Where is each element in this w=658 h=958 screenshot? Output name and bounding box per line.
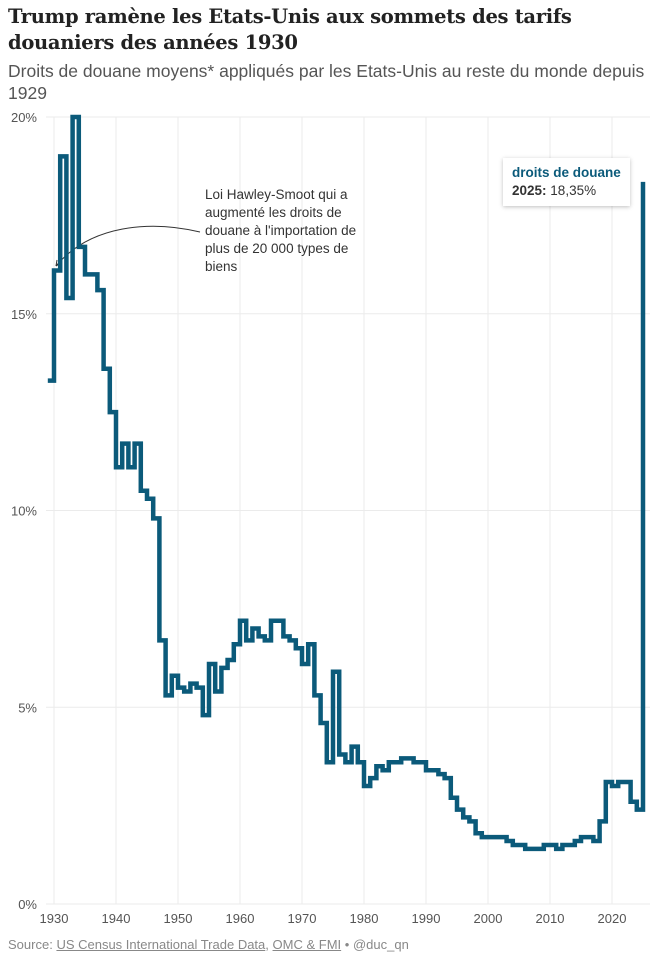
source-sep: , bbox=[265, 937, 269, 952]
tooltip-year: 2025: bbox=[512, 183, 547, 198]
x-tick-label: 1960 bbox=[226, 911, 255, 926]
x-tick-label: 1980 bbox=[350, 911, 379, 926]
chart-subtitle: Droits de douane moyens* appliqués par l… bbox=[8, 61, 645, 103]
x-tick-label: 2000 bbox=[474, 911, 503, 926]
x-tick-label: 1990 bbox=[412, 911, 441, 926]
source-link-census[interactable]: US Census International Trade Data bbox=[56, 937, 266, 952]
y-tick-label: 20% bbox=[11, 110, 37, 125]
source-line: Source: US Census International Trade Da… bbox=[8, 937, 409, 952]
tooltip: droits de douane 2025: 18,35% bbox=[503, 158, 630, 206]
x-tick-label: 2010 bbox=[536, 911, 565, 926]
y-axis-labels: 0% 5% 10% 15% 20% bbox=[11, 110, 37, 912]
y-tick-label: 0% bbox=[18, 897, 37, 912]
source-label: Source: bbox=[8, 937, 53, 952]
source-link-omc-fmi[interactable]: OMC & FMI bbox=[272, 937, 342, 952]
y-tick-label: 10% bbox=[11, 504, 37, 519]
x-tick-label: 1930 bbox=[40, 911, 69, 926]
x-tick-label: 1970 bbox=[288, 911, 317, 926]
x-axis-labels: 1930 1940 1950 1960 1970 1980 1990 2000 2010 2020 bbox=[40, 911, 627, 926]
x-tick-label: 2020 bbox=[598, 911, 627, 926]
y-tick-label: 15% bbox=[11, 307, 37, 322]
annotation-hawley-smoot: Loi Hawley-Smoot qui a augmenté les droi… bbox=[205, 187, 357, 274]
source-author: @duc_qn bbox=[352, 937, 409, 952]
tariff-series-line bbox=[47, 114, 646, 852]
tooltip-value: 18,35% bbox=[550, 183, 597, 198]
x-tick-label: 1940 bbox=[102, 911, 131, 926]
x-tick-label: 1950 bbox=[164, 911, 193, 926]
bullet: • bbox=[344, 937, 350, 952]
y-tick-label: 5% bbox=[18, 700, 37, 715]
annotation-arrow bbox=[55, 225, 201, 267]
chart-title: Trump ramène les Etats-Unis aux sommets … bbox=[8, 5, 572, 54]
tooltip-title: droits de douane bbox=[512, 165, 621, 180]
